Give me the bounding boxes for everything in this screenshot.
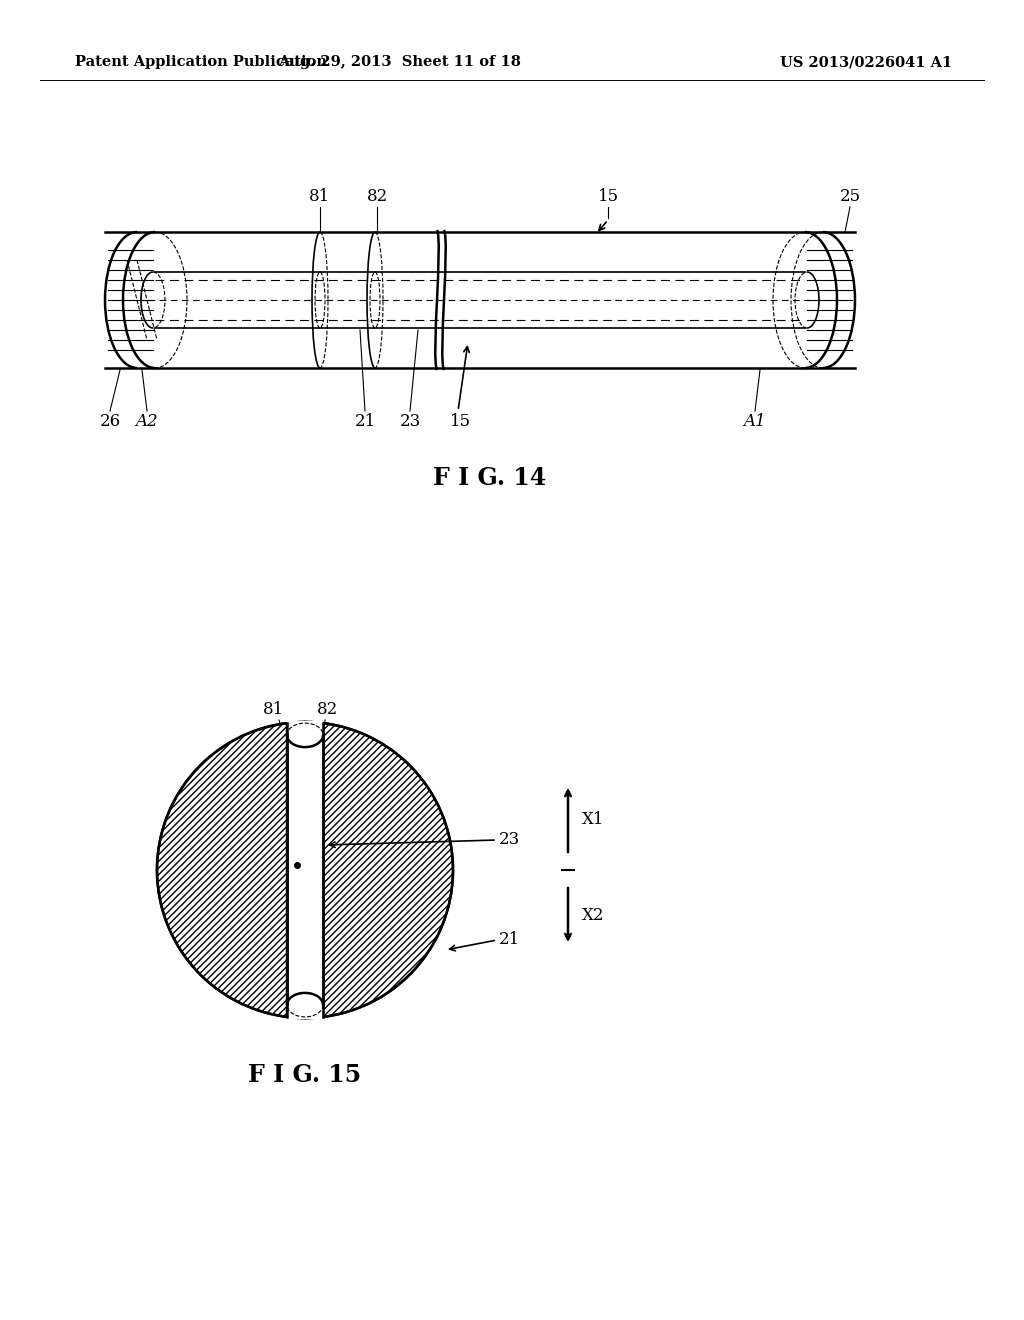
Text: 82: 82 [367,187,388,205]
Text: X1: X1 [582,812,604,829]
Text: 81: 81 [309,187,331,205]
Text: 23: 23 [499,832,520,849]
Polygon shape [305,722,453,1018]
Text: A2: A2 [136,413,159,430]
Text: 21: 21 [499,932,520,949]
Text: 81: 81 [262,701,284,718]
Bar [287,721,323,1019]
Text: F I G. 15: F I G. 15 [249,1063,361,1086]
Text: 25: 25 [840,187,860,205]
Text: Aug. 29, 2013  Sheet 11 of 18: Aug. 29, 2013 Sheet 11 of 18 [279,55,521,69]
Text: 23: 23 [399,413,421,430]
Text: X2: X2 [582,907,604,924]
Text: 82: 82 [317,701,339,718]
Text: US 2013/0226041 A1: US 2013/0226041 A1 [780,55,952,69]
Text: 15: 15 [450,413,471,430]
Text: 15: 15 [597,187,618,205]
Text: 26: 26 [99,413,121,430]
Text: A1: A1 [743,413,766,430]
Text: 21: 21 [354,413,376,430]
Text: F I G. 14: F I G. 14 [433,466,547,490]
Text: Patent Application Publication: Patent Application Publication [75,55,327,69]
Polygon shape [157,722,305,1018]
